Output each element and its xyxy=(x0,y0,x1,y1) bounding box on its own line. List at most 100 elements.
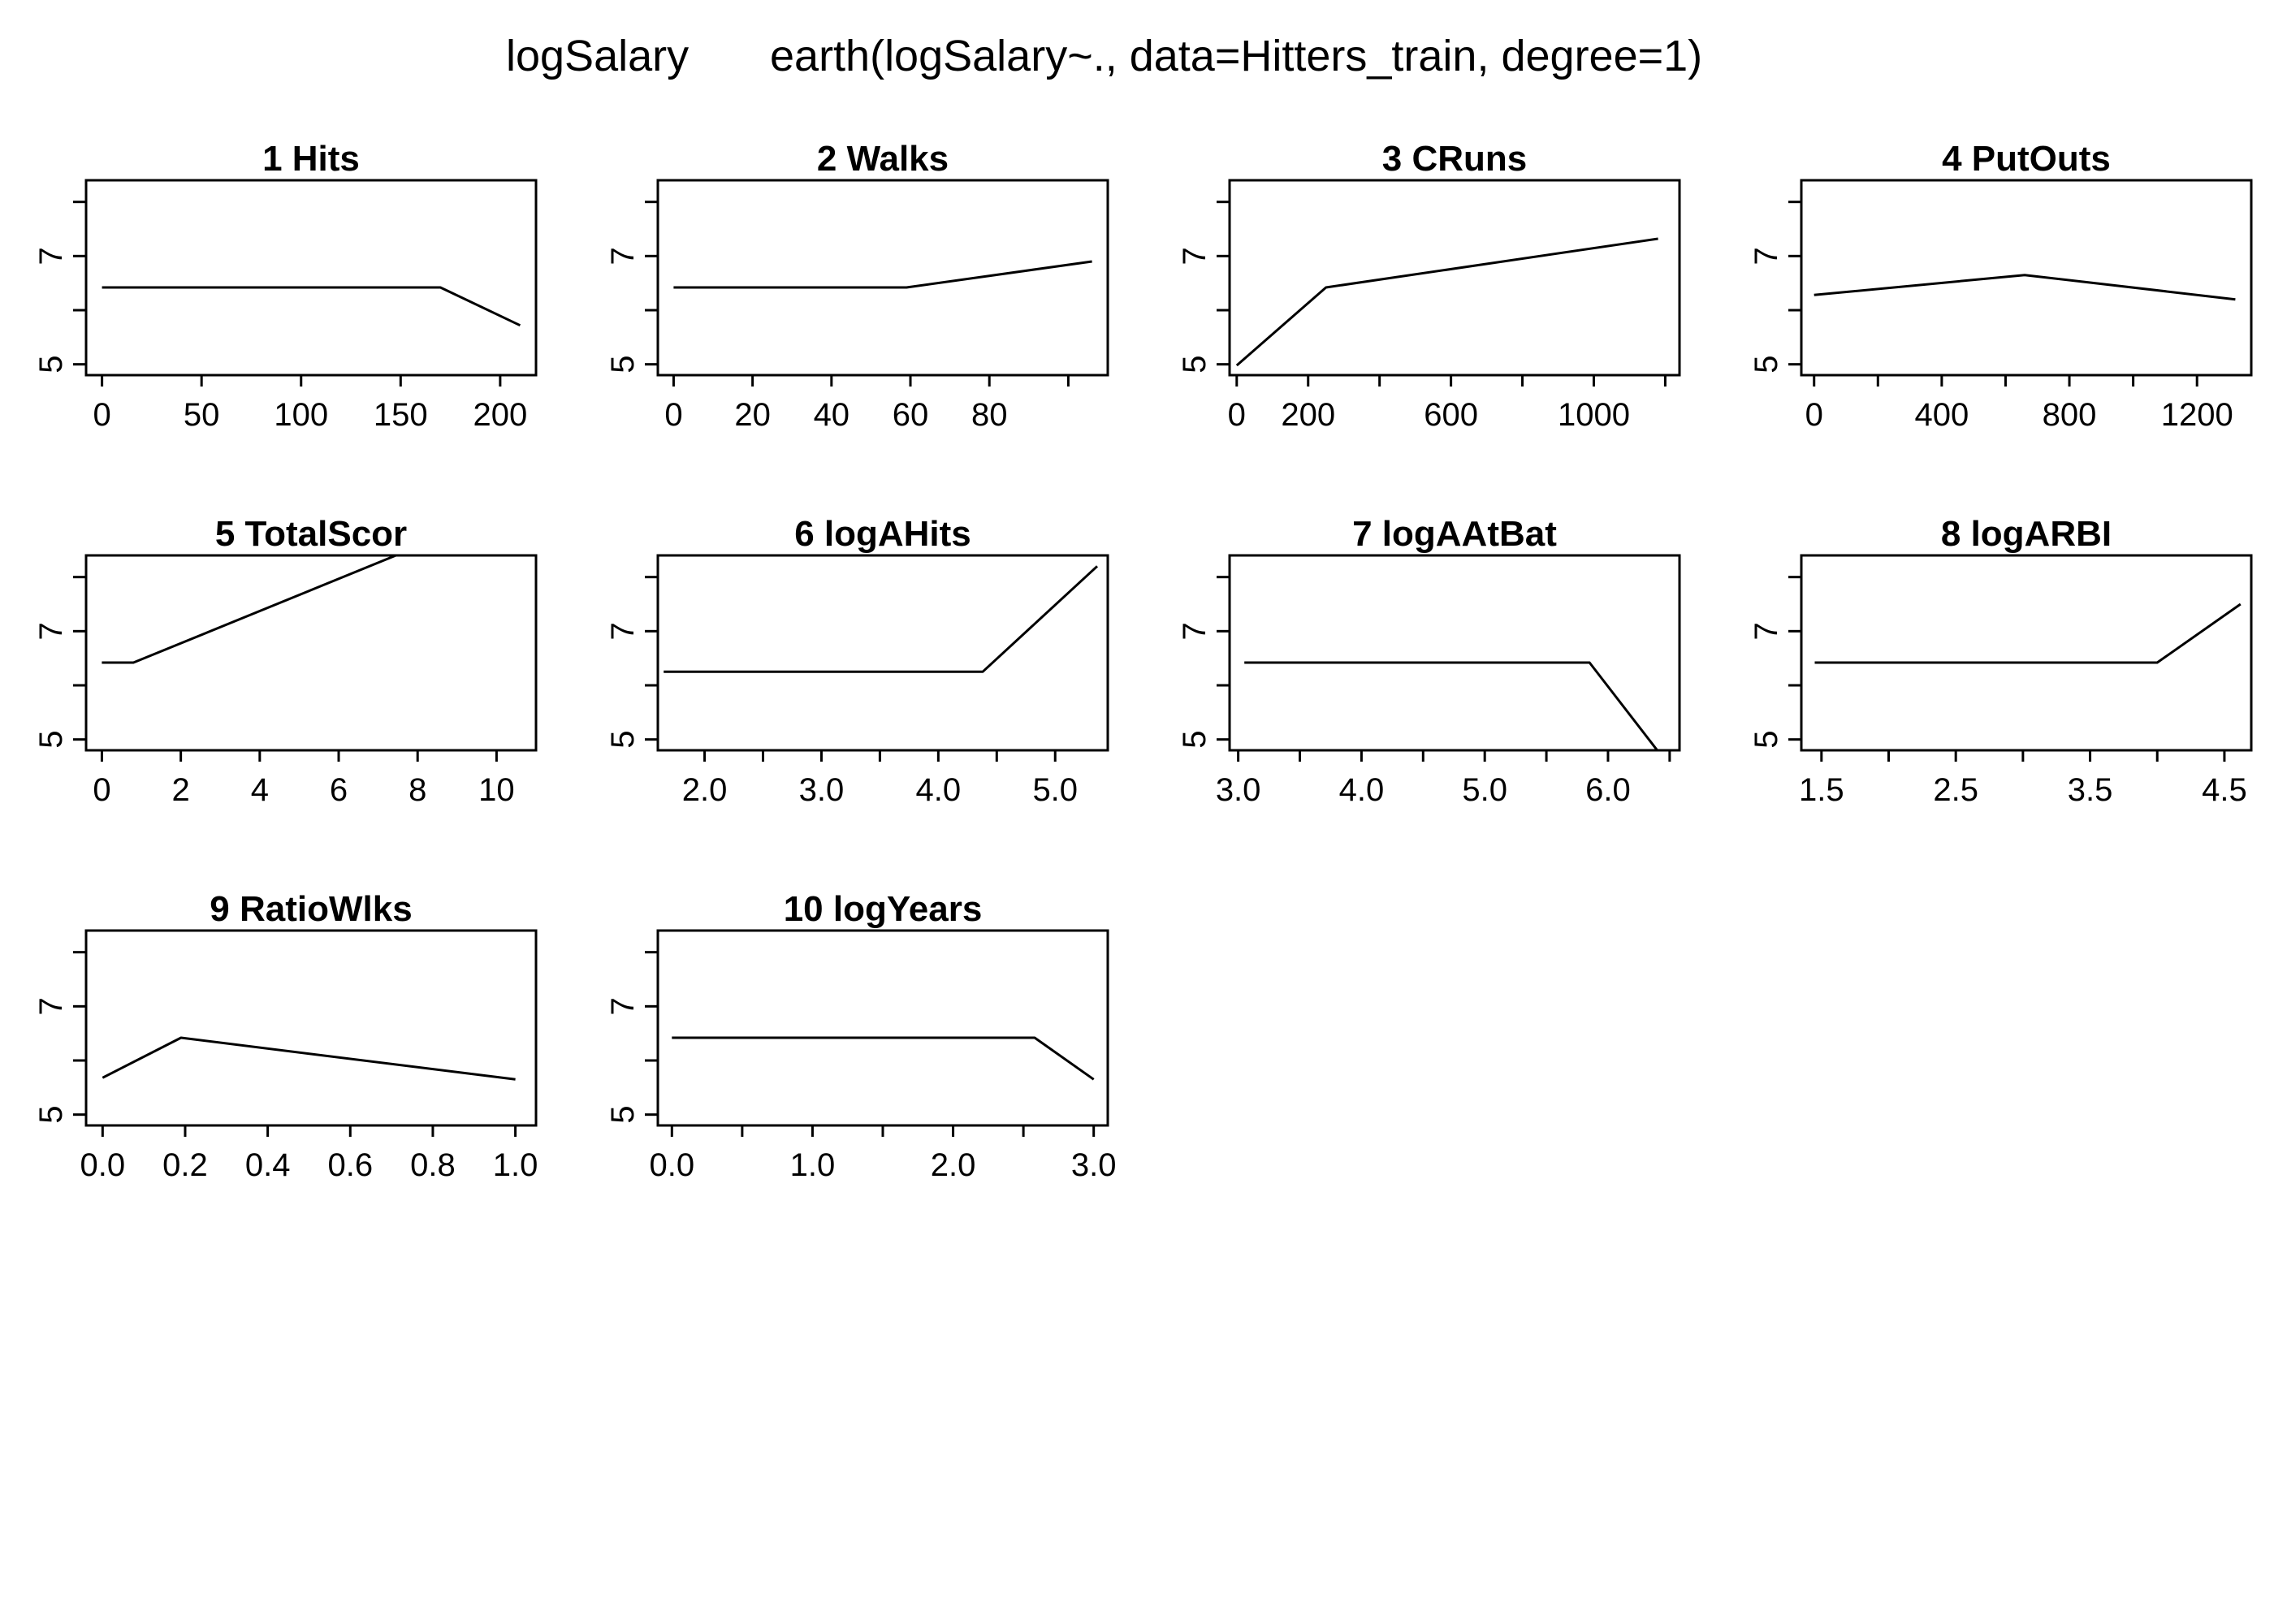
x-tick-label: 60 xyxy=(893,397,929,433)
x-tick-label: 3.5 xyxy=(2068,772,2113,808)
x-tick-label: 400 xyxy=(1915,397,1969,433)
panel-title: 9 RatioWlks xyxy=(210,889,412,929)
x-tick-label: 5.0 xyxy=(1032,772,1078,808)
panel-title: 7 logAAtBat xyxy=(1352,514,1557,554)
y-tick-label: 7 xyxy=(33,622,69,640)
x-tick-label: 800 xyxy=(2043,397,2097,433)
panel-1: 1 Hits 5 7 0 50 100 150 200 xyxy=(33,139,538,433)
y-tick-label: 7 xyxy=(605,997,641,1015)
response-curve xyxy=(664,565,1099,673)
panel-6: 6 logAHits 5 7 2.0 3.0 4.0 5.0 xyxy=(605,514,1109,808)
plot-frame xyxy=(1228,179,1681,377)
y-tick-label: 5 xyxy=(1177,356,1213,374)
response-curve xyxy=(673,260,1092,289)
y-tick-label: 5 xyxy=(33,1106,69,1124)
panel-title: 5 TotalScor xyxy=(215,514,407,554)
response-curve xyxy=(102,286,521,327)
response-curve xyxy=(102,1036,516,1081)
panel-title: 6 logAHits xyxy=(794,514,971,554)
panel-7: 7 logAAtBat 5 7 3.0 4.0 5.0 6.0 xyxy=(1177,514,1681,808)
y-tick-label: 7 xyxy=(1749,622,1784,640)
x-tick-label: 0.0 xyxy=(650,1147,695,1183)
plot-frame xyxy=(656,554,1109,752)
panel-title: 4 PutOuts xyxy=(1942,139,2111,179)
x-tick-label: 0 xyxy=(93,397,110,433)
panel-3: 3 CRuns 5 7 0 200 600 1000 xyxy=(1177,139,1681,433)
x-tick-label: 4.0 xyxy=(916,772,962,808)
response-curve xyxy=(1235,237,1658,367)
panel-8: 8 logARBI 5 7 1.5 2.5 3.5 4.5 xyxy=(1749,514,2253,808)
panel-title: 8 logARBI xyxy=(1941,514,2112,554)
panel-title: 10 logYears xyxy=(784,889,983,929)
y-tick-label: 5 xyxy=(1749,356,1784,374)
x-tick-label: 0.4 xyxy=(245,1147,291,1183)
x-tick-label: 1000 xyxy=(1558,397,1630,433)
x-tick-label: 0 xyxy=(93,772,110,808)
x-tick-label: 8 xyxy=(409,772,426,808)
x-tick-label: 0.2 xyxy=(162,1147,208,1183)
response-curve xyxy=(672,1036,1095,1081)
y-tick-label: 5 xyxy=(605,356,641,374)
plot-frame xyxy=(84,179,538,377)
x-tick-label: 200 xyxy=(1281,397,1335,433)
y-tick-label: 7 xyxy=(605,622,641,640)
y-tick-label: 5 xyxy=(605,1106,641,1124)
response-curve xyxy=(1814,603,2242,664)
y-tick-label: 5 xyxy=(605,731,641,749)
x-tick-label: 0 xyxy=(1805,397,1823,433)
x-tick-label: 3.0 xyxy=(799,772,845,808)
x-tick-label: 1200 xyxy=(2161,397,2233,433)
x-tick-label: 0 xyxy=(1228,397,1246,433)
x-tick-label: 50 xyxy=(184,397,220,433)
x-tick-label: 4 xyxy=(251,772,269,808)
x-tick-label: 0.8 xyxy=(410,1147,456,1183)
x-tick-label: 2.0 xyxy=(931,1147,976,1183)
x-tick-label: 2.0 xyxy=(682,772,728,808)
plot-frame xyxy=(1800,554,2253,752)
response-curve xyxy=(1814,274,2236,301)
y-tick-label: 5 xyxy=(33,356,69,374)
panel-10: 10 logYears 5 7 0.0 1.0 2.0 3.0 xyxy=(605,889,1116,1183)
x-tick-label: 40 xyxy=(814,397,850,433)
x-tick-label: 2 xyxy=(172,772,190,808)
y-tick-label: 7 xyxy=(33,247,69,265)
y-tick-label: 5 xyxy=(1749,731,1784,749)
x-tick-label: 0 xyxy=(664,397,682,433)
plot-frame xyxy=(656,929,1109,1127)
x-tick-label: 5.0 xyxy=(1462,772,1507,808)
y-tick-label: 5 xyxy=(1177,731,1213,749)
response-label: logSalary xyxy=(506,32,690,80)
figure-title: logSalary earth(logSalary~., data=Hitter… xyxy=(0,31,2274,96)
x-tick-label: 10 xyxy=(478,772,515,808)
y-tick-label: 7 xyxy=(605,247,641,265)
panel-5: 5 TotalScor 5 7 0 2 4 6 8 10 xyxy=(33,514,538,808)
x-tick-label: 600 xyxy=(1424,397,1478,433)
x-tick-label: 1.5 xyxy=(1799,772,1844,808)
x-tick-label: 1.0 xyxy=(493,1147,538,1183)
panel-title: 2 Walks xyxy=(817,139,949,179)
panel-title: 1 Hits xyxy=(262,139,360,179)
x-tick-label: 2.5 xyxy=(1933,772,1978,808)
x-tick-label: 100 xyxy=(274,397,328,433)
model-formula: earth(logSalary~., data=Hitters_train, d… xyxy=(770,32,1703,80)
plot-frame xyxy=(1800,179,2253,377)
x-tick-label: 3.0 xyxy=(1071,1147,1117,1183)
y-tick-label: 7 xyxy=(1177,622,1213,640)
x-tick-label: 0.6 xyxy=(327,1147,373,1183)
y-tick-label: 7 xyxy=(1749,247,1784,265)
y-tick-label: 7 xyxy=(33,997,69,1015)
panel-title: 3 CRuns xyxy=(1382,139,1527,179)
x-tick-label: 200 xyxy=(473,397,528,433)
y-tick-label: 7 xyxy=(1177,247,1213,265)
response-curve xyxy=(102,555,397,664)
plot-frame xyxy=(1228,554,1681,752)
y-tick-label: 5 xyxy=(33,731,69,749)
plot-frame xyxy=(84,554,538,752)
x-tick-label: 6.0 xyxy=(1585,772,1631,808)
x-tick-label: 3.0 xyxy=(1216,772,1261,808)
plot-frame xyxy=(84,929,538,1127)
x-tick-label: 80 xyxy=(971,397,1008,433)
panel-2: 2 Walks 5 7 0 20 40 60 80 xyxy=(605,139,1109,433)
x-tick-label: 4.0 xyxy=(1339,772,1385,808)
